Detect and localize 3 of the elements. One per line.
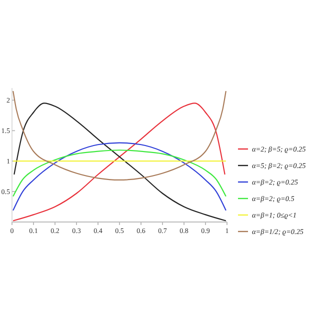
line-series [12, 142, 226, 211]
line-series [12, 90, 226, 181]
line-series [12, 150, 226, 197]
